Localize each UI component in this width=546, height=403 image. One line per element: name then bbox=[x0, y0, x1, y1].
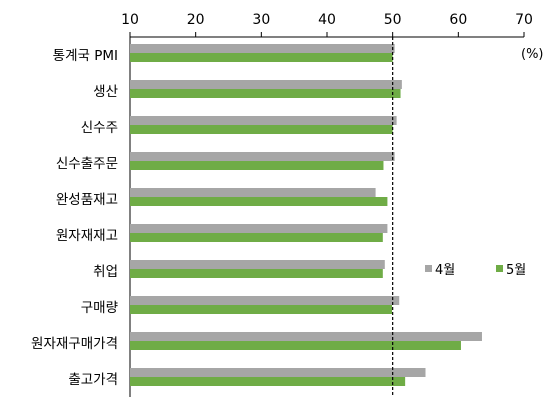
bar-april bbox=[130, 80, 402, 89]
bar-april bbox=[130, 44, 395, 53]
category-label: 생산 bbox=[93, 84, 118, 100]
category-label: 구매량 bbox=[81, 300, 118, 316]
category-label: 원자재재고 bbox=[56, 228, 118, 244]
x-tick-label: 10 bbox=[121, 12, 139, 28]
x-tick-label: 30 bbox=[252, 12, 270, 28]
x-tick-label: 20 bbox=[187, 12, 205, 28]
bar-may bbox=[130, 305, 393, 314]
category-label: 신수주 bbox=[81, 120, 118, 136]
legend-swatch bbox=[496, 265, 503, 272]
unit-label: (%) bbox=[521, 47, 544, 62]
x-axis: 10 20 30 40 50 60 70 bbox=[121, 12, 533, 38]
bar-may bbox=[130, 197, 388, 206]
legend: 4월 5월 bbox=[425, 263, 526, 278]
category-labels: 통계국 PMI 생산신수주신수출주문완성품재고원자재재고취업구매량원자재구매가격출… bbox=[31, 48, 118, 388]
x-tick-label: 50 bbox=[384, 12, 402, 28]
bar-may bbox=[130, 269, 383, 278]
bar-april bbox=[130, 224, 388, 233]
bar-april bbox=[130, 116, 397, 125]
bar-may bbox=[130, 377, 406, 386]
bar-may bbox=[130, 161, 384, 170]
category-label: 출고가격 bbox=[68, 372, 118, 388]
bar-may bbox=[130, 53, 393, 62]
bar-april bbox=[130, 152, 395, 161]
bar-april bbox=[130, 332, 482, 341]
category-label: 원자재구매가격 bbox=[31, 336, 118, 352]
bar-may bbox=[130, 89, 401, 98]
plot-area bbox=[129, 37, 482, 397]
bar-april bbox=[130, 260, 385, 269]
x-tick-label: 40 bbox=[318, 12, 336, 28]
category-label: 취업 bbox=[93, 264, 118, 280]
bar-april bbox=[130, 296, 400, 305]
bar-april bbox=[130, 188, 376, 197]
bar-april bbox=[130, 368, 426, 377]
legend-label: 5월 bbox=[506, 263, 526, 278]
legend-swatch bbox=[425, 265, 432, 272]
category-label: 신수출주문 bbox=[56, 156, 118, 172]
x-tick-label: 70 bbox=[515, 12, 533, 28]
bar-may bbox=[130, 233, 383, 242]
legend-label: 4월 bbox=[435, 263, 455, 278]
x-tick-label: 60 bbox=[449, 12, 467, 28]
category-label: 통계국 PMI bbox=[53, 48, 118, 64]
bar-may bbox=[130, 341, 461, 350]
bar-may bbox=[130, 125, 393, 134]
category-label: 완성품재고 bbox=[56, 192, 118, 208]
